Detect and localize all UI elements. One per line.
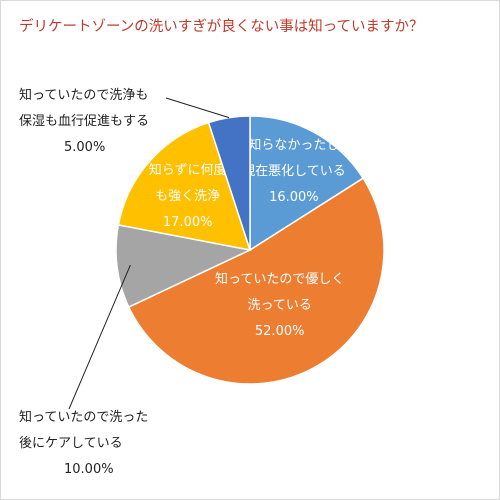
pie-slice — [207, 115, 251, 251]
leader-line — [68, 264, 131, 410]
slice-value-label: 17.00% — [163, 215, 213, 230]
slice-category-label: 保湿も血行促進もする — [19, 114, 149, 129]
pie-slice — [127, 177, 385, 385]
pie-slice — [249, 115, 365, 252]
slice-category-label: 知っていたので洗った — [19, 409, 148, 425]
slice-category-label: 洗っている — [248, 298, 312, 313]
slice-category-label: 知らずに何度 — [149, 162, 227, 178]
chart-title: デリケートゾーンの洗いすぎが良くない事は知っていますか？ — [19, 19, 424, 35]
slice-category-label: 知っていたので洗浄も — [19, 87, 148, 103]
slice-category-label: 知らなかったし — [248, 137, 339, 153]
slice-value-label: 52.00% — [255, 324, 305, 339]
slice-category-label: 現在悪化している — [242, 164, 346, 179]
slice-category-label: 後にケアしている — [19, 436, 123, 451]
slice-category-label: も強く洗浄 — [155, 189, 220, 204]
slice-value-label: 10.00% — [64, 462, 114, 477]
pie-slice — [117, 121, 252, 251]
slice-value-label: 5.00% — [64, 140, 105, 155]
pie-slice — [115, 224, 253, 309]
slice-category-label: 知っていたので優しく — [215, 271, 344, 287]
leader-line — [165, 97, 230, 119]
slice-value-label: 16.00% — [269, 190, 319, 205]
